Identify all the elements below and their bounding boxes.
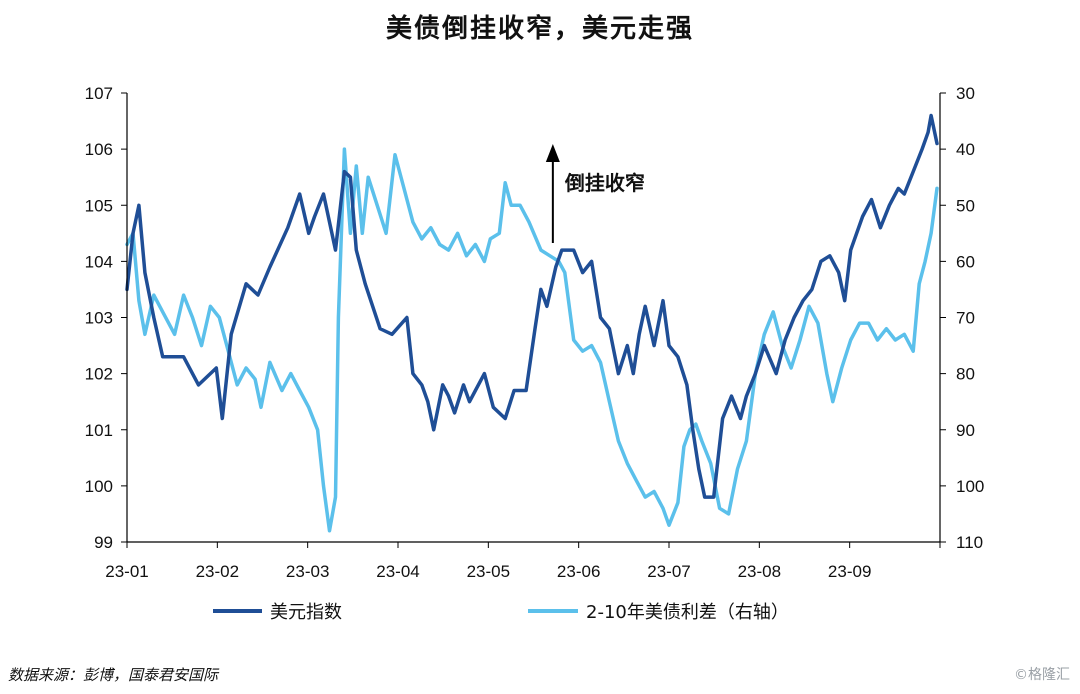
y-left-tick-label: 103 [85, 309, 113, 328]
legend-label-dxy: 美元指数 [270, 602, 342, 623]
x-tick-label: 23-06 [557, 562, 600, 581]
axes: 99 100 101 102 103 104 105 106 107 30 40 50 60 70 80 90… [85, 84, 985, 581]
y-right-tick-label: 40 [956, 140, 975, 159]
y-right-tick-label: 90 [956, 421, 975, 440]
y-left-tick-label: 99 [94, 533, 113, 552]
y-left-tick-label: 100 [85, 477, 113, 496]
y-left-tick-label: 106 [85, 140, 113, 159]
dxy-series-line [125, 113, 939, 499]
source-note: 数据来源：彭博，国泰君安国际 [8, 666, 219, 684]
y-right-tick-label: 50 [956, 196, 975, 215]
y-right-tick-label: 30 [956, 84, 975, 103]
x-tick-label: 23-02 [196, 562, 239, 581]
x-tick-label: 23-08 [738, 562, 781, 581]
watermark: ©格隆汇 [1014, 667, 1070, 683]
x-tick-label: 23-09 [828, 562, 871, 581]
y-right-tick-label: 70 [956, 309, 975, 328]
y-left-tick-label: 101 [85, 421, 113, 440]
y-right-tick-label: 80 [956, 365, 975, 384]
legend-label-spread: 2-10年美债利差（右轴） [586, 602, 789, 623]
spread-series-line [125, 147, 939, 533]
x-tick-label: 23-04 [376, 562, 419, 581]
y-left-tick-label: 104 [85, 252, 113, 271]
plot-area [125, 113, 939, 533]
annotation-text: 倒挂收窄 [564, 171, 645, 195]
chart-title: 美债倒挂收窄，美元走强 [385, 14, 694, 44]
x-tick-label: 23-01 [105, 562, 148, 581]
x-tick-label: 23-07 [647, 562, 690, 581]
x-tick-label: 23-05 [467, 562, 510, 581]
y-left-tick-label: 107 [85, 84, 113, 103]
x-tick-label: 23-03 [286, 562, 329, 581]
y-right-tick-label: 100 [956, 477, 984, 496]
annotation: 倒挂收窄 [545, 144, 645, 243]
y-left-tick-label: 102 [85, 365, 113, 384]
annotation-arrow-head [545, 144, 560, 162]
y-right-tick-label: 110 [956, 533, 983, 552]
y-right-tick-label: 60 [956, 252, 975, 271]
legend: 美元指数 2-10年美债利差（右轴） [213, 602, 789, 623]
y-left-tick-label: 105 [85, 196, 113, 215]
